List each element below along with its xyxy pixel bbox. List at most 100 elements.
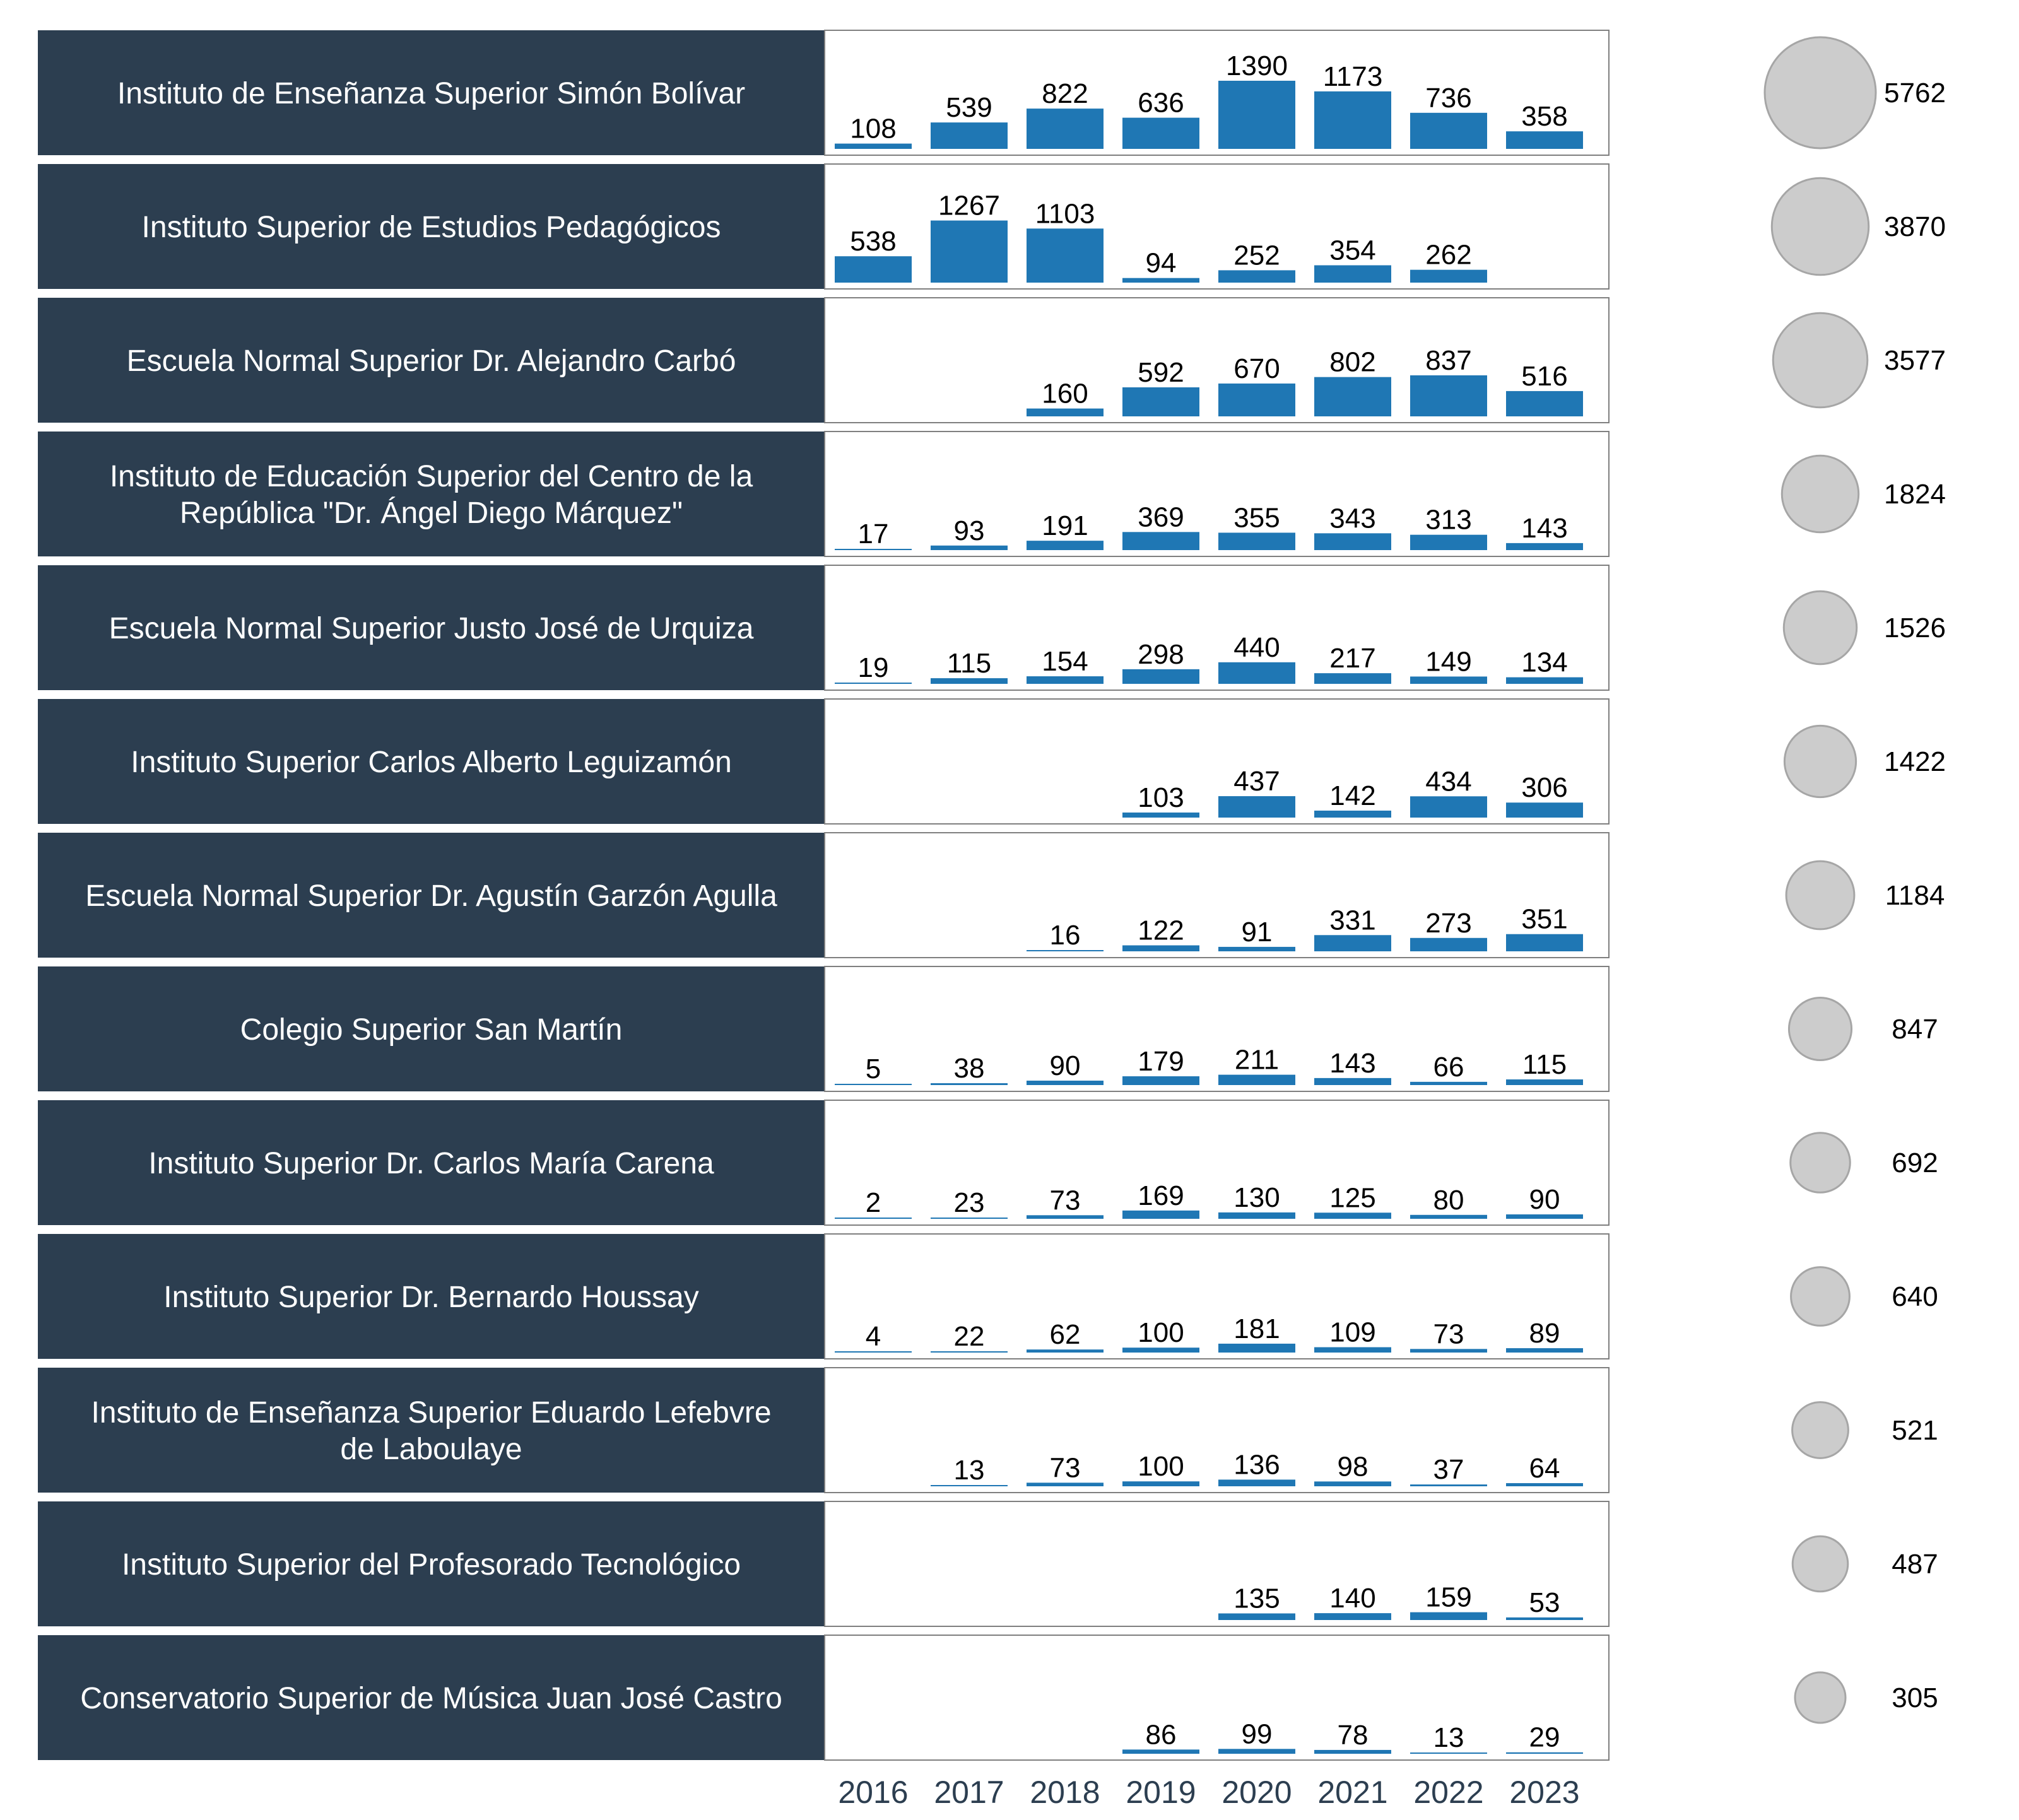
bar-2020 <box>1218 946 1295 951</box>
institution-label-panel <box>38 565 825 690</box>
bar-2019 <box>1122 1481 1199 1486</box>
bar-value-label: 64 <box>1529 1453 1560 1484</box>
bar-2017 <box>931 1083 1008 1085</box>
bar-value-label: 115 <box>947 648 991 679</box>
x-tick-label: 2018 <box>1030 1775 1100 1810</box>
bar-value-label: 143 <box>1521 513 1567 544</box>
total-bubble <box>1772 312 1869 409</box>
institution-name: Instituto de Enseñanza Superior Simón Bo… <box>117 77 745 110</box>
bar-2020 <box>1218 1749 1295 1754</box>
bar-2020 <box>1218 81 1295 149</box>
bar-panel-frame <box>824 297 1610 423</box>
bar-value-label: 252 <box>1233 240 1280 271</box>
bar-value-label: 80 <box>1433 1185 1464 1216</box>
institution-label-panel <box>38 966 825 1091</box>
total-bubble <box>1763 36 1877 150</box>
bar-2022 <box>1410 796 1487 818</box>
bar-panel-frame <box>824 431 1610 557</box>
total-bubble <box>1782 590 1858 666</box>
bar-2018 <box>1027 408 1104 416</box>
bar-2021 <box>1314 265 1391 283</box>
bar-2016 <box>835 1218 912 1219</box>
institution-name: Conservatorio Superior de Música Juan Jo… <box>80 1682 782 1715</box>
bar-2018 <box>1027 541 1104 550</box>
bar-2018 <box>1027 109 1104 149</box>
bar-value-label: 108 <box>850 114 896 144</box>
institution-name: Instituto Superior Dr. Carlos María Care… <box>148 1147 714 1180</box>
bar-value-label: 62 <box>1050 1319 1081 1350</box>
bar-value-label: 313 <box>1425 505 1471 536</box>
bar-2017 <box>931 678 1008 684</box>
bar-2018 <box>1027 1482 1104 1486</box>
bar-value-label: 90 <box>1529 1184 1560 1215</box>
bar-2021 <box>1314 1212 1391 1219</box>
bar-2021 <box>1314 377 1391 416</box>
bar-panel-frame <box>824 30 1610 156</box>
bar-value-label: 154 <box>1042 646 1088 677</box>
bar-2021 <box>1314 1077 1391 1085</box>
bar-panel-frame <box>824 565 1610 691</box>
institution-name: Instituto Superior del Profesorado Tecno… <box>122 1548 741 1582</box>
bar-2016 <box>835 1084 912 1085</box>
bar-panel-frame <box>824 698 1610 825</box>
bar-2021 <box>1314 91 1391 149</box>
bar-2023 <box>1506 802 1583 818</box>
bar-value-label: 73 <box>1433 1318 1464 1349</box>
bar-2021 <box>1314 1481 1391 1486</box>
bar-value-label: 16 <box>1050 920 1081 951</box>
bar-2022 <box>1410 1752 1487 1754</box>
total-label: 692 <box>1892 1148 1938 1178</box>
bar-value-label: 66 <box>1433 1052 1464 1083</box>
bar-value-label: 19 <box>858 652 889 683</box>
bar-value-label: 179 <box>1138 1046 1184 1077</box>
bar-2022 <box>1410 1081 1487 1085</box>
bar-value-label: 516 <box>1521 361 1567 392</box>
bar-panel-frame <box>824 1100 1610 1226</box>
bar-value-label: 125 <box>1329 1182 1375 1213</box>
institution-name: Instituto Superior Dr. Bernardo Houssay <box>163 1281 698 1314</box>
bar-value-label: 4 <box>866 1321 881 1352</box>
bar-value-label: 434 <box>1425 766 1471 797</box>
institution-label-panel <box>38 30 825 155</box>
total-bubble <box>1791 1401 1849 1459</box>
total-label: 1184 <box>1885 880 1945 911</box>
bar-value-label: 103 <box>1138 782 1184 813</box>
bar-value-label: 143 <box>1329 1048 1375 1079</box>
bar-2023 <box>1506 1214 1583 1219</box>
bar-2022 <box>1410 269 1487 283</box>
x-tick-label: 2017 <box>934 1775 1004 1810</box>
bar-value-label: 142 <box>1329 780 1375 811</box>
bar-value-label: 99 <box>1242 1718 1273 1749</box>
bar-value-label: 306 <box>1521 772 1567 803</box>
total-bubble <box>1789 1132 1851 1194</box>
bar-value-label: 539 <box>946 92 992 123</box>
total-bubble <box>1787 996 1853 1062</box>
bar-2020 <box>1218 1613 1295 1620</box>
bar-2023 <box>1506 1752 1583 1754</box>
bar-value-label: 273 <box>1425 908 1471 939</box>
institution-name: Colegio Superior San Martín <box>240 1013 623 1047</box>
bar-value-label: 22 <box>954 1321 985 1352</box>
bar-value-label: 100 <box>1138 1451 1184 1482</box>
bar-value-label: 343 <box>1329 503 1375 534</box>
institution-label-panel <box>38 1234 825 1359</box>
bar-value-label: 1267 <box>938 191 1000 221</box>
bar-2016 <box>835 549 912 550</box>
institution-name: de Laboulaye <box>340 1433 522 1466</box>
total-bubble <box>1770 177 1870 276</box>
total-bubble <box>1783 724 1857 799</box>
bar-panel-frame <box>824 163 1610 290</box>
bar-2021 <box>1314 533 1391 550</box>
bar-2021 <box>1314 810 1391 818</box>
total-label: 1824 <box>1884 479 1946 510</box>
bar-2021 <box>1314 1749 1391 1754</box>
bar-2023 <box>1506 1483 1583 1486</box>
bar-2023 <box>1506 543 1583 550</box>
total-bubble <box>1785 860 1856 931</box>
bar-2022 <box>1410 1349 1487 1353</box>
bar-value-label: 94 <box>1146 248 1177 279</box>
institution-label-panel <box>38 1368 825 1493</box>
bar-value-label: 802 <box>1329 347 1375 378</box>
